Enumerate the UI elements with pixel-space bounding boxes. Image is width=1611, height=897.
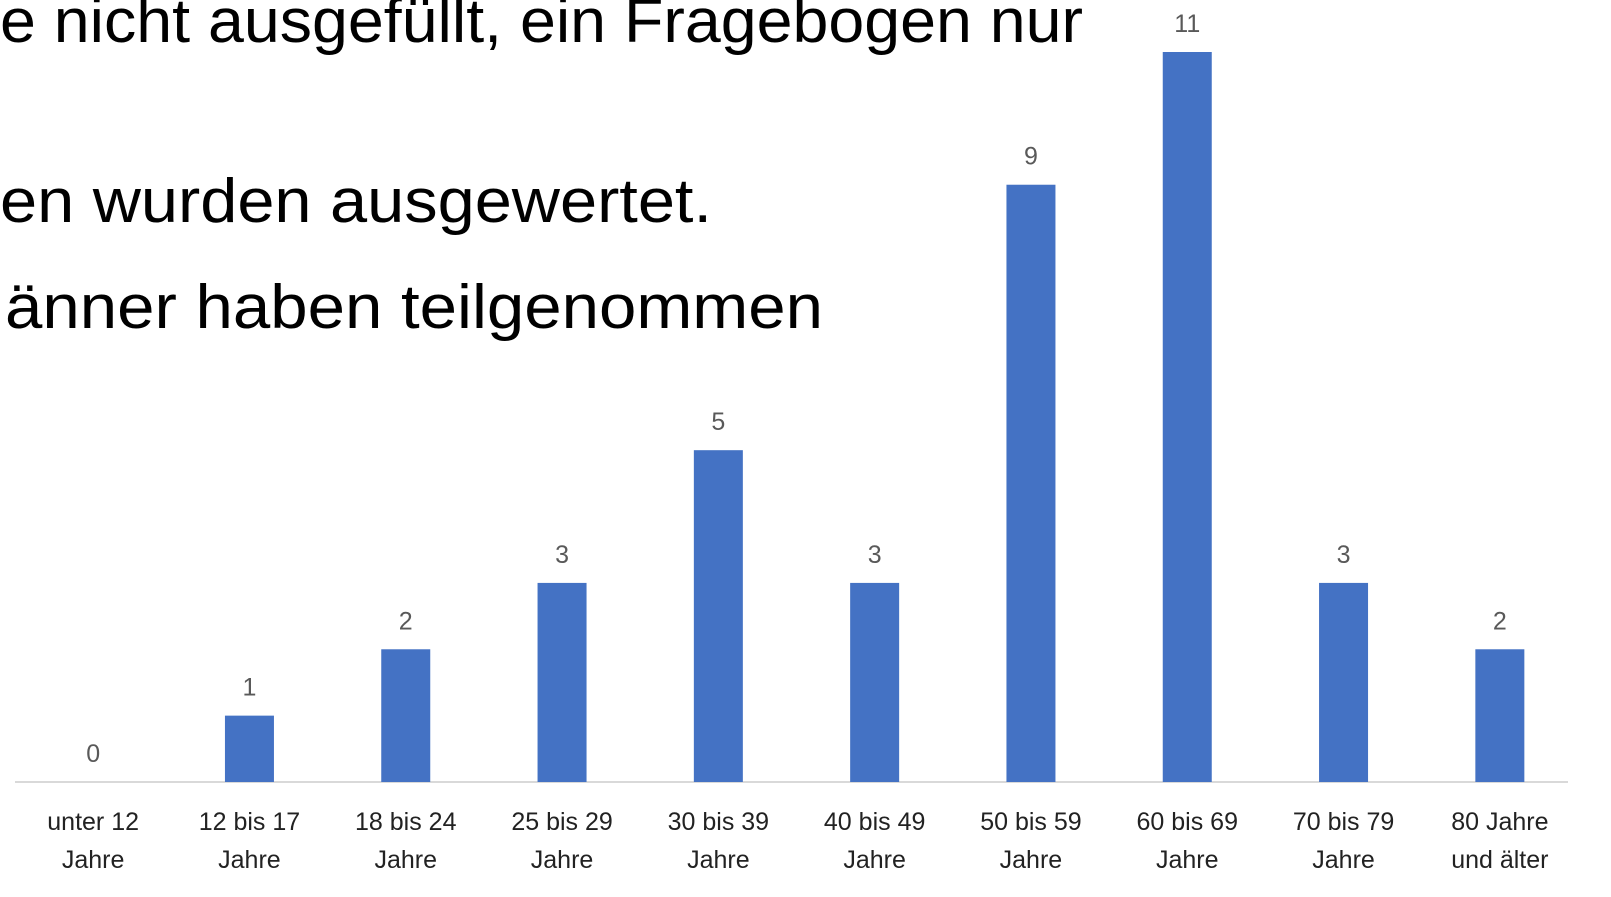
bar bbox=[850, 582, 900, 782]
annotation: e nicht ausgefüllt, ein Fragebogen nur bbox=[0, 0, 1083, 56]
x-tick-label: 50 bis 59 Jahre bbox=[980, 808, 1082, 874]
bar bbox=[224, 715, 274, 782]
x-tick-label: 12 bis 17 Jahre bbox=[198, 808, 301, 874]
data-label: 9 bbox=[1024, 143, 1038, 171]
data-label: 0 bbox=[86, 740, 100, 768]
data-label: 5 bbox=[711, 408, 725, 436]
bar bbox=[1006, 184, 1056, 782]
x-tick-label: 70 bis 79 Jahre bbox=[1292, 808, 1395, 874]
data-label: 1 bbox=[242, 674, 256, 702]
x-tick-label: 18 bis 24 Jahre bbox=[355, 808, 457, 874]
data-label: 3 bbox=[1337, 541, 1351, 569]
bar bbox=[1475, 649, 1525, 782]
x-tick-label: unter 12 Jahre bbox=[47, 808, 140, 874]
bar bbox=[381, 649, 431, 782]
data-label: 3 bbox=[555, 541, 569, 569]
data-label: 11 bbox=[1174, 10, 1200, 38]
data-label: 3 bbox=[868, 541, 882, 569]
bar bbox=[537, 582, 587, 782]
x-tick-label: 40 bis 49 Jahre bbox=[823, 808, 926, 874]
bar bbox=[1319, 582, 1369, 782]
x-tick-label: 60 bis 69 Jahre bbox=[1136, 808, 1238, 874]
data-label: 2 bbox=[1493, 607, 1507, 635]
x-tick-label: 25 bis 29 Jahre bbox=[511, 808, 613, 874]
bar bbox=[693, 450, 743, 782]
data-label: 2 bbox=[399, 607, 413, 635]
x-tick-label: 80 Jahre und älter bbox=[1451, 808, 1549, 874]
bar bbox=[1162, 52, 1212, 782]
x-tick-label: 30 bis 39 Jahre bbox=[667, 808, 770, 874]
annotation: en wurden ausgewertet. bbox=[0, 167, 712, 236]
annotation: änner haben teilgenommen bbox=[5, 273, 823, 342]
